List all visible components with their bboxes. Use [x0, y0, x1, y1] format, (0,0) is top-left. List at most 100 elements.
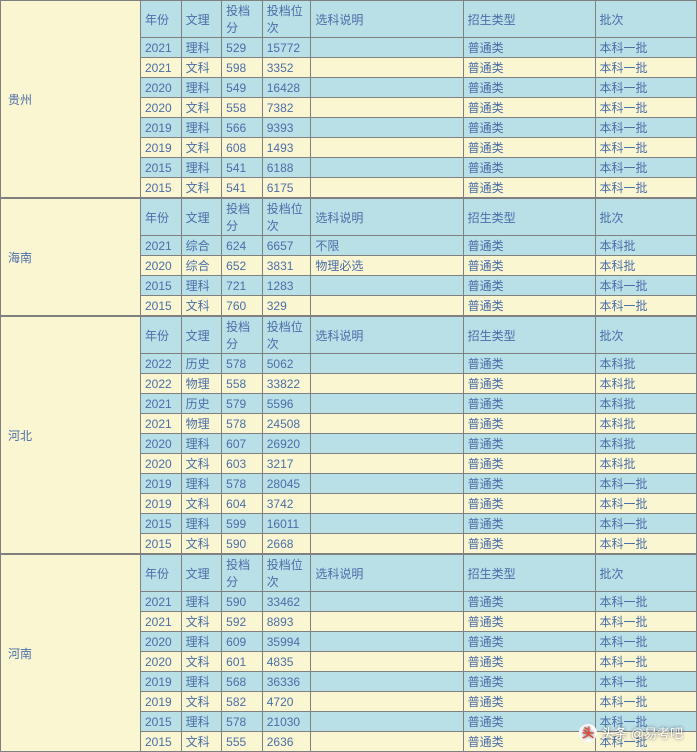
table-cell: 2022 — [141, 374, 182, 394]
table-cell: 2019 — [141, 474, 182, 494]
table-cell: 理科 — [181, 514, 222, 534]
table-cell: 26920 — [262, 434, 311, 454]
table-row: 2021历史5795596普通类本科批 — [141, 394, 697, 414]
table-cell: 2015 — [141, 276, 182, 296]
table-cell: 普通类 — [463, 58, 595, 78]
table-cell: 普通类 — [463, 276, 595, 296]
table-cell: 2020 — [141, 98, 182, 118]
table-cell: 本科一批 — [595, 118, 697, 138]
table-cell: 本科一批 — [595, 534, 697, 554]
table-cell: 578 — [222, 712, 263, 732]
table-cell: 本科一批 — [595, 672, 697, 692]
table-cell: 2019 — [141, 118, 182, 138]
table-cell: 本科批 — [595, 354, 697, 374]
table-cell: 本科批 — [595, 394, 697, 414]
column-header: 招生类型 — [463, 555, 595, 592]
table-cell: 652 — [222, 256, 263, 276]
table-cell: 541 — [222, 158, 263, 178]
table-row: 2015文科5902668普通类本科一批 — [141, 534, 697, 554]
table-cell: 理科 — [181, 118, 222, 138]
table-cell: 2020 — [141, 434, 182, 454]
watermark-text: 头条 @易考吧 — [601, 723, 683, 742]
table-cell: 普通类 — [463, 98, 595, 118]
table-cell: 2015 — [141, 178, 182, 198]
province-table: 年份文理投档分投档位次选科说明招生类型批次2021理科52915772普通类本科… — [140, 0, 697, 198]
table-cell — [311, 38, 463, 58]
table-cell: 普通类 — [463, 374, 595, 394]
table-cell: 21030 — [262, 712, 311, 732]
table-row: 2015理科5416188普通类本科一批 — [141, 158, 697, 178]
table-cell: 2022 — [141, 354, 182, 374]
table-cell: 566 — [222, 118, 263, 138]
table-cell: 普通类 — [463, 78, 595, 98]
table-cell: 541 — [222, 178, 263, 198]
table-cell: 文科 — [181, 454, 222, 474]
table-cell: 601 — [222, 652, 263, 672]
table-cell — [311, 732, 463, 752]
table-cell: 33462 — [262, 592, 311, 612]
table-row: 2015理科59916011普通类本科一批 — [141, 514, 697, 534]
table-cell: 9393 — [262, 118, 311, 138]
table-cell: 7382 — [262, 98, 311, 118]
table-cell: 本科一批 — [595, 78, 697, 98]
table-cell: 本科一批 — [595, 138, 697, 158]
table-cell — [311, 374, 463, 394]
table-cell: 558 — [222, 374, 263, 394]
table-cell: 本科一批 — [595, 296, 697, 316]
table-cell: 本科一批 — [595, 514, 697, 534]
table-cell: 2021 — [141, 236, 182, 256]
watermark: 头 头条 @易考吧 — [579, 723, 683, 742]
table-cell: 本科一批 — [595, 592, 697, 612]
column-header: 招生类型 — [463, 317, 595, 354]
table-cell: 2020 — [141, 652, 182, 672]
table-cell: 普通类 — [463, 236, 595, 256]
table-cell: 理科 — [181, 158, 222, 178]
table-cell: 理科 — [181, 632, 222, 652]
table-cell: 文科 — [181, 494, 222, 514]
table-cell: 2668 — [262, 534, 311, 554]
column-header: 投档位次 — [262, 199, 311, 236]
table-cell: 590 — [222, 592, 263, 612]
table-cell: 理科 — [181, 78, 222, 98]
table-cell: 普通类 — [463, 692, 595, 712]
table-cell: 普通类 — [463, 612, 595, 632]
table-cell: 本科一批 — [595, 494, 697, 514]
table-cell: 599 — [222, 514, 263, 534]
table-cell — [311, 354, 463, 374]
table-row: 2021物理57824508普通类本科批 — [141, 414, 697, 434]
table-cell: 2015 — [141, 732, 182, 752]
table-header-row: 年份文理投档分投档位次选科说明招生类型批次 — [141, 317, 697, 354]
table-cell: 2021 — [141, 394, 182, 414]
table-cell: 16428 — [262, 78, 311, 98]
table-cell: 2636 — [262, 732, 311, 752]
province-name: 河北 — [0, 316, 140, 554]
table-cell: 36336 — [262, 672, 311, 692]
table-cell: 普通类 — [463, 534, 595, 554]
province-name: 河南 — [0, 554, 140, 752]
table-cell — [311, 692, 463, 712]
table-cell: 理科 — [181, 712, 222, 732]
table-cell: 普通类 — [463, 354, 595, 374]
table-cell: 2015 — [141, 158, 182, 178]
table-cell: 329 — [262, 296, 311, 316]
table-cell: 历史 — [181, 354, 222, 374]
table-cell — [311, 414, 463, 434]
table-row: 2015文科5416175普通类本科一批 — [141, 178, 697, 198]
table-cell: 本科一批 — [595, 276, 697, 296]
table-cell: 普通类 — [463, 652, 595, 672]
table-cell — [311, 78, 463, 98]
province-table: 年份文理投档分投档位次选科说明招生类型批次2021综合6246657不限普通类本… — [140, 198, 697, 316]
table-row: 2019理科56836336普通类本科一批 — [141, 672, 697, 692]
table-cell: 2021 — [141, 592, 182, 612]
table-cell: 16011 — [262, 514, 311, 534]
table-cell — [311, 652, 463, 672]
table-cell: 578 — [222, 474, 263, 494]
column-header: 投档分 — [222, 199, 263, 236]
table-cell: 721 — [222, 276, 263, 296]
table-cell — [311, 514, 463, 534]
table-cell: 本科一批 — [595, 612, 697, 632]
table-cell: 604 — [222, 494, 263, 514]
column-header: 批次 — [595, 555, 697, 592]
table-cell: 普通类 — [463, 454, 595, 474]
table-cell: 592 — [222, 612, 263, 632]
